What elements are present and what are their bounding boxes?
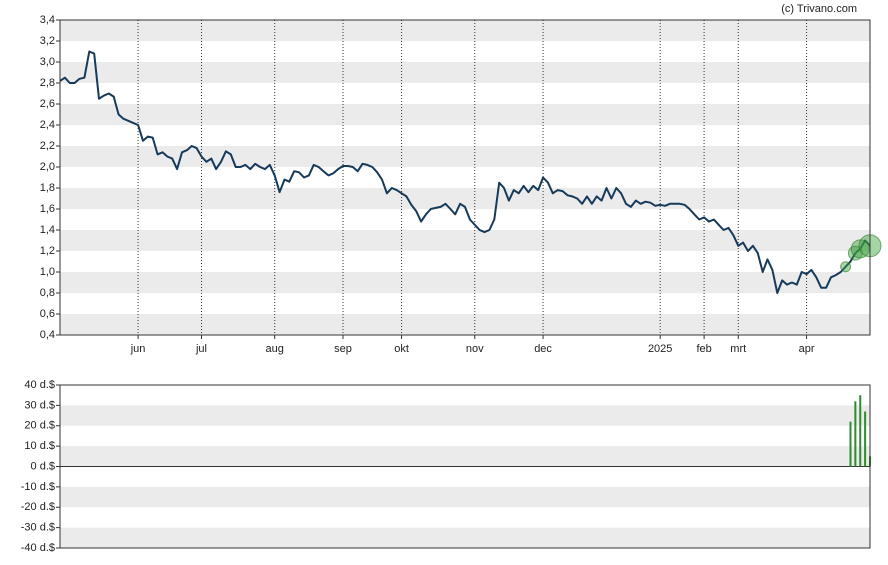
y-tick-label: -40 d.$ <box>21 542 55 554</box>
grid-band <box>60 272 870 293</box>
x-tick-label: okt <box>394 343 409 355</box>
y-tick-label: 0,8 <box>40 287 55 299</box>
y-tick-label: 3,2 <box>40 35 55 47</box>
grid-band <box>60 486 870 508</box>
x-tick-label: aug <box>266 343 284 355</box>
x-tick-label: nov <box>466 343 484 355</box>
y-tick-label: 0,4 <box>40 329 55 341</box>
y-tick-label: -10 d.$ <box>21 481 55 493</box>
grid-band <box>60 146 870 167</box>
y-tick-label: -30 d.$ <box>21 522 55 534</box>
x-tick-label: mrt <box>730 343 746 355</box>
y-tick-label: 30 d.$ <box>24 399 55 411</box>
y-tick-label: 0 d.$ <box>31 460 55 472</box>
y-tick-label: 1,2 <box>40 245 55 257</box>
y-tick-label: 40 d.$ <box>24 379 55 391</box>
bar <box>859 395 862 467</box>
x-tick-label: jul <box>195 343 207 355</box>
grid-band <box>60 62 870 83</box>
grid-band <box>60 104 870 125</box>
y-tick-label: 1,4 <box>40 224 55 236</box>
x-tick-label: 2025 <box>648 343 672 355</box>
y-tick-label: 1,8 <box>40 182 55 194</box>
price-line <box>59 50 871 294</box>
grid-band <box>60 230 870 251</box>
y-tick-label: 2,0 <box>40 161 55 173</box>
bar <box>849 421 852 467</box>
y-tick-label: 2,8 <box>40 77 55 89</box>
y-tick-label: 20 d.$ <box>24 420 55 432</box>
y-tick-label: 3,0 <box>40 56 55 68</box>
grid-band <box>60 405 870 426</box>
y-tick-label: 3,4 <box>40 14 55 26</box>
signal-marker <box>840 261 852 273</box>
plot-frame <box>59 384 871 549</box>
grid-band <box>60 314 870 335</box>
y-tick-label: 2,2 <box>40 140 55 152</box>
plot-frame <box>59 19 871 336</box>
y-tick-label: -20 d.$ <box>21 501 55 513</box>
y-tick-label: 0,6 <box>40 308 55 320</box>
y-tick-label: 10 d.$ <box>24 440 55 452</box>
grid-band <box>60 20 870 41</box>
x-tick-label: apr <box>799 343 815 355</box>
source: (c) Trivano.com <box>781 3 857 15</box>
grid-band <box>60 446 870 467</box>
y-tick-label: 2,4 <box>40 119 55 131</box>
x-tick-label: sep <box>334 343 352 355</box>
x-tick-label: jun <box>130 343 146 355</box>
y-tick-label: 1,0 <box>40 266 55 278</box>
y-tick-label: 1,6 <box>40 203 55 215</box>
x-tick-label: dec <box>534 343 552 355</box>
bar <box>864 411 867 467</box>
grid-band <box>60 527 870 548</box>
bar <box>854 401 857 467</box>
x-tick-label: feb <box>696 343 711 355</box>
y-tick-label: 2,6 <box>40 98 55 110</box>
